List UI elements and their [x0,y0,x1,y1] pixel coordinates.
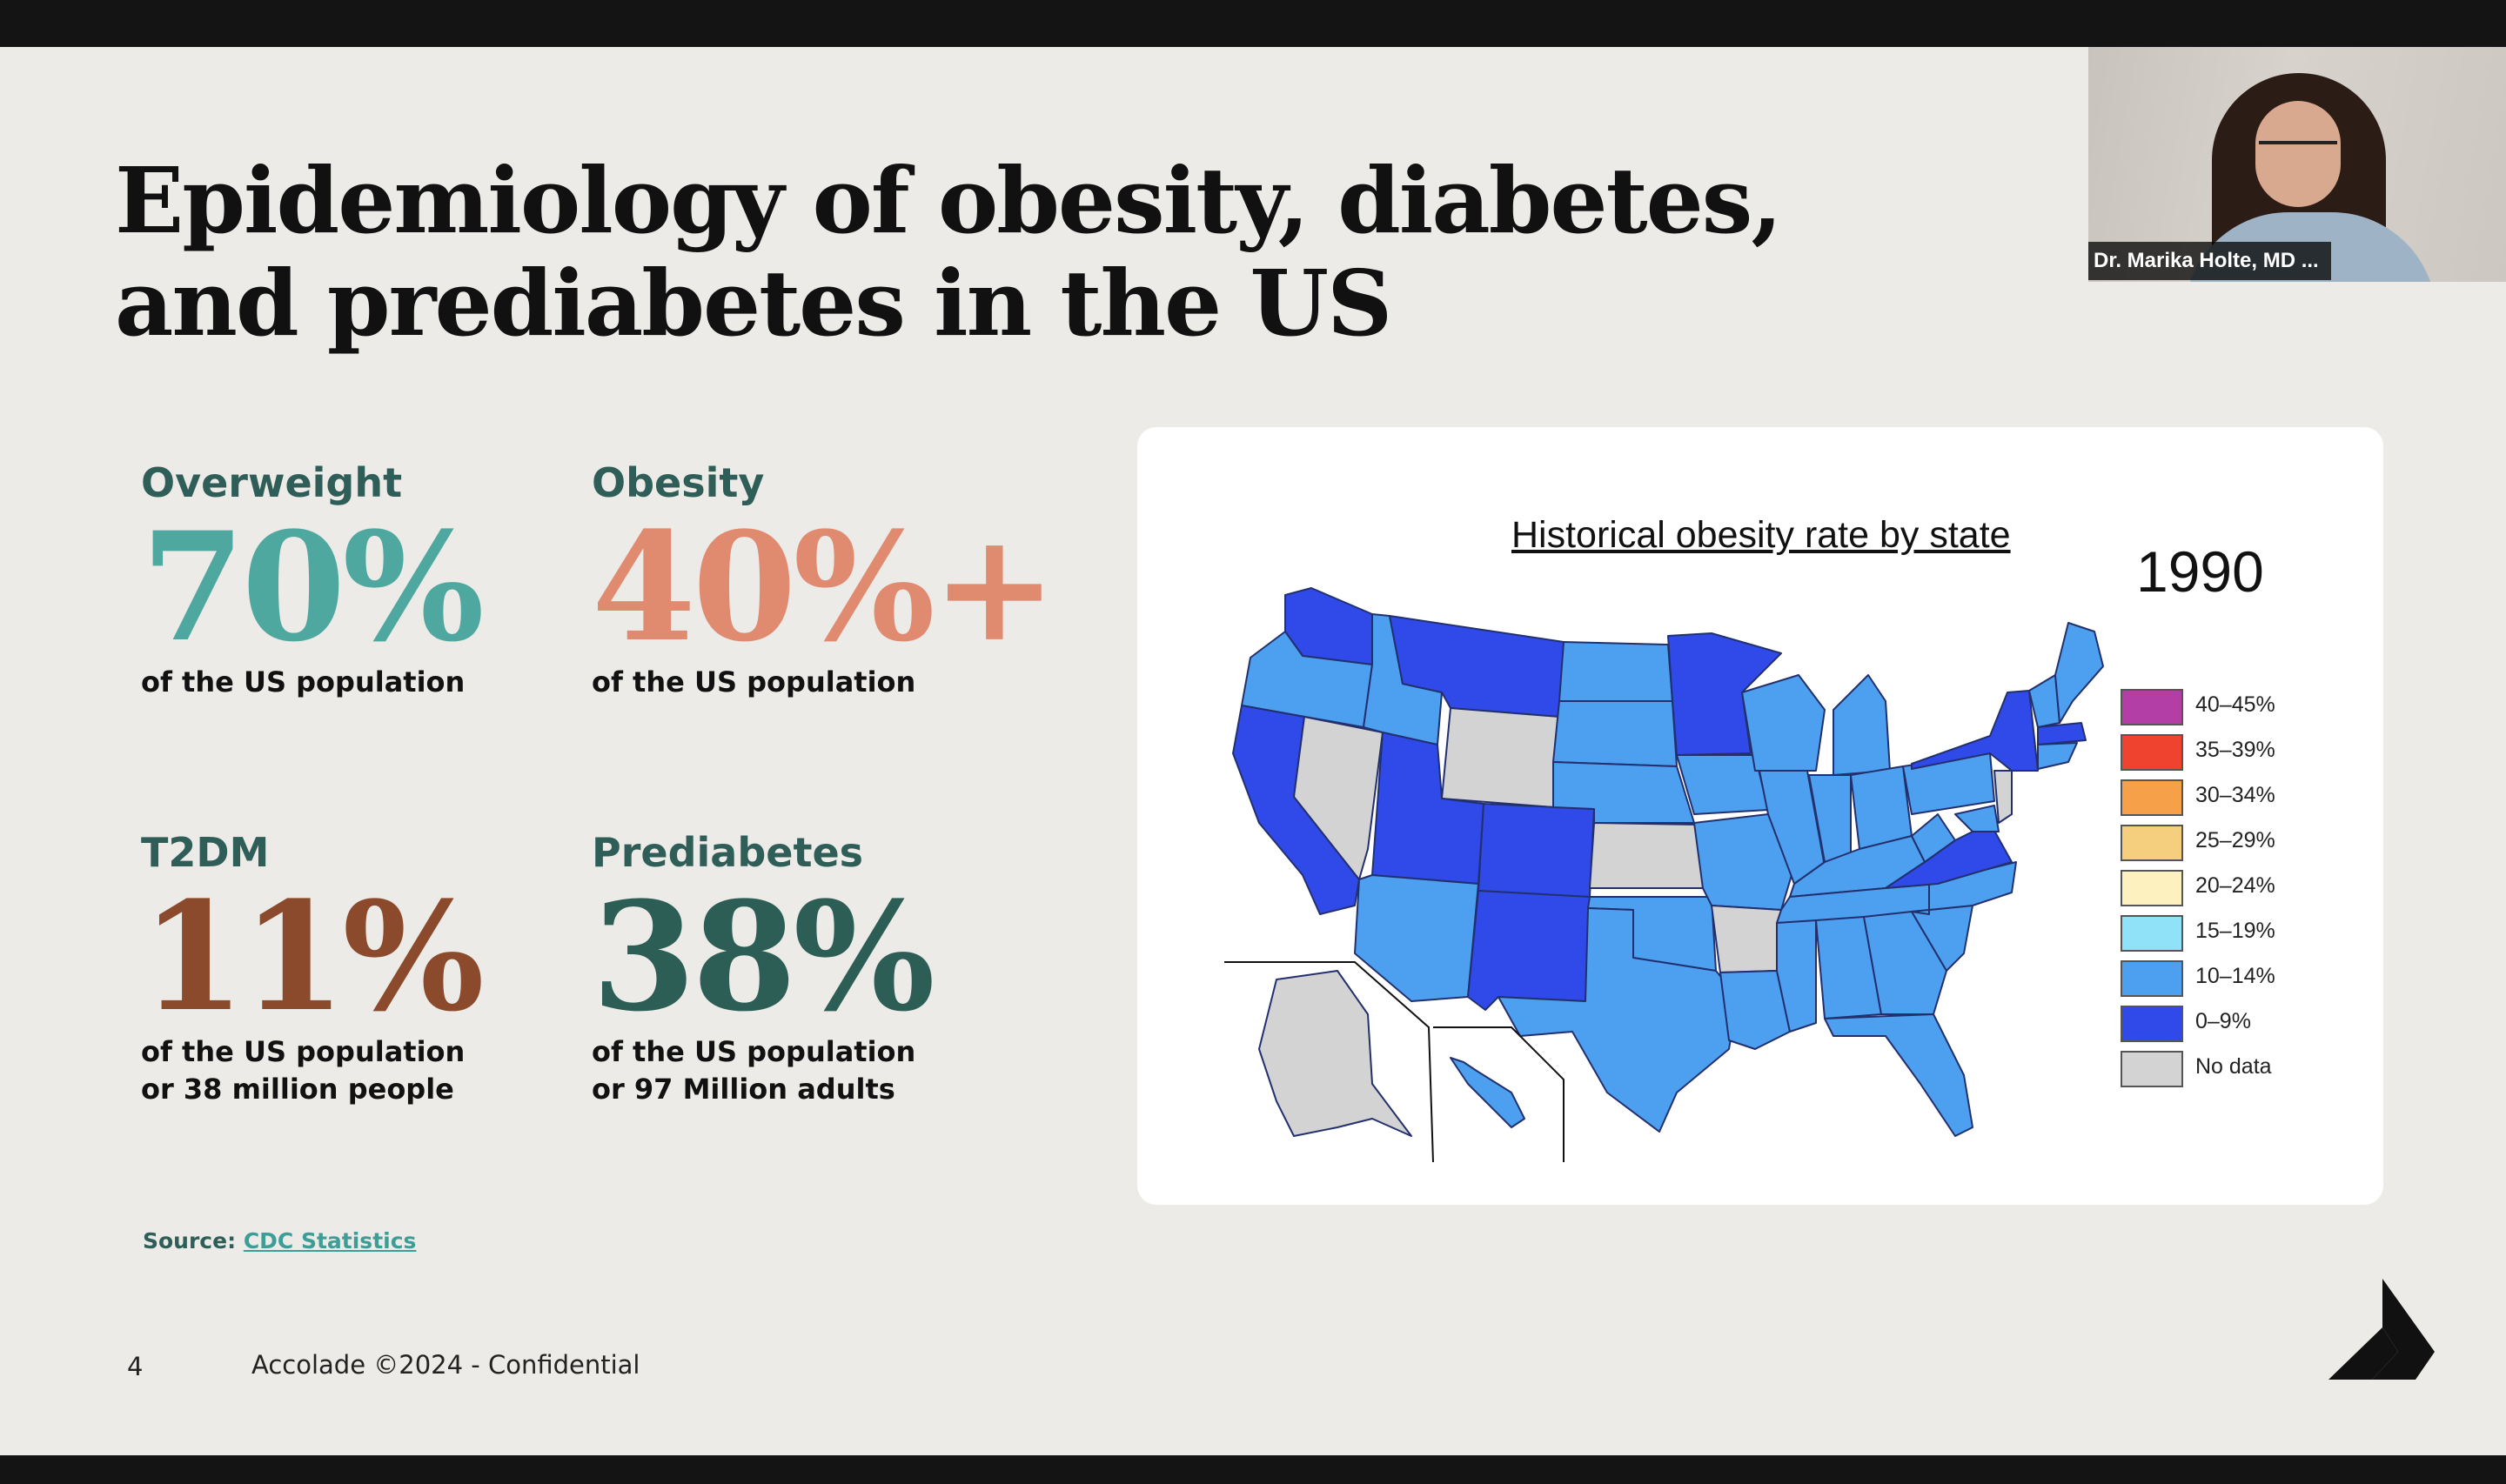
legend-swatch [2121,734,2183,771]
map-title: Historical obesity rate by state [1511,514,2011,556]
legend-label: 10–14% [2195,964,2275,988]
stat-t2dm: T2DM 11% of the US population or 38 mill… [141,828,506,1108]
stat-value: 38% [592,868,935,1045]
legend-label: 15–19% [2195,919,2275,943]
source-link[interactable]: CDC Statistics [243,1228,417,1253]
stat-label: Prediabetes [592,829,864,876]
legend-swatch [2121,960,2183,997]
stat-label: Overweight [141,459,403,506]
state-west-virginia [1911,813,1956,863]
legend-swatch [2121,825,2183,861]
legend-label: 30–34% [2195,783,2275,807]
legend-swatch [2121,1006,2183,1042]
slide-title-line-1: Epidemiology of obesity, diabetes, [115,147,1783,254]
slide-title-line-2: and prediabetes in the US [115,250,1392,357]
state-north-dakota [1558,641,1673,702]
stat-obesity: Obesity 40%+ of the US population [592,458,1057,701]
video-tile[interactable]: Dr. Marika Holte, MD ... [2088,47,2506,282]
stat-value: 70% [141,498,485,675]
state-ohio [1850,765,1913,850]
state-kansas [1589,822,1704,889]
state-maine [2054,622,2104,724]
state-maryland [1954,805,2000,832]
stat-value: 40%+ [592,498,1057,675]
state-nevada [1293,716,1384,880]
state-arizona [1354,874,1479,1002]
source-label: Source: [143,1228,237,1253]
map-year: 1990 [2136,539,2264,604]
legend-swatch [2121,689,2183,725]
participant-glasses [2259,141,2337,160]
state-louisiana [1719,970,1791,1050]
participant-face [2255,101,2341,207]
inset-borders [1224,961,1565,1163]
legend-swatch [2121,779,2183,816]
state-new-mexico [1467,890,1591,1011]
stat-prediabetes: Prediabetes 38% of the US population or … [592,828,957,1108]
slide-title: Epidemiology of obesity, diabetes, and p… [115,147,1783,357]
state-north-carolina [1911,861,2017,915]
participant-name-tag: Dr. Marika Holte, MD ... [2088,242,2331,280]
stat-overweight: Overweight 70% of the US population [141,458,593,701]
legend-label: 20–24% [2195,873,2275,898]
state-wyoming [1441,707,1560,808]
state-wisconsin [1741,674,1826,772]
state-texas [1498,907,1739,1133]
state-south-dakota [1552,700,1678,767]
legend-label: 40–45% [2195,692,2275,717]
stat-value: 11% [141,868,485,1045]
legend-label: 25–29% [2195,828,2275,852]
legend-swatch [2121,1051,2183,1087]
state-colorado [1477,803,1595,898]
state-arkansas [1711,905,1782,973]
stat-label: T2DM [141,829,270,876]
state-connecticut-ri [2037,742,2078,770]
footer-confidential: Accolade ©2024 - Confidential [251,1350,640,1380]
state-mississippi [1776,919,1817,1033]
legend-label: No data [2195,1054,2272,1079]
state-new-jersey [1993,770,2013,824]
stat-label: Obesity [592,459,765,506]
us-obesity-map [1224,587,2104,1163]
source-citation: Source: CDC Statistics [143,1228,416,1253]
state-vermont-nh [2028,674,2060,728]
state-alaska [1258,970,1412,1137]
accolade-logo-icon [2328,1279,2435,1380]
legend-swatch [2121,915,2183,952]
state-massachusetts [2037,722,2087,745]
stat-description: of the US population [592,665,916,699]
page-number: 4 [127,1352,144,1381]
top-bar [0,0,2506,47]
state-michigan [1833,674,1891,776]
state-new-york [1911,690,2039,772]
stat-description: of the US population or 97 Million adult… [592,1035,916,1106]
state-florida [1824,1013,1973,1137]
state-hawaii [1450,1057,1525,1128]
stat-description: of the US population or 38 million peopl… [141,1035,466,1106]
map-card: Historical obesity rate by state 1990 [1137,427,2383,1205]
stat-description: of the US population [141,665,466,699]
legend-label: 35–39% [2195,738,2275,762]
legend-swatch [2121,870,2183,906]
bottom-bar [0,1455,2506,1484]
legend-label: 0–9% [2195,1009,2251,1033]
